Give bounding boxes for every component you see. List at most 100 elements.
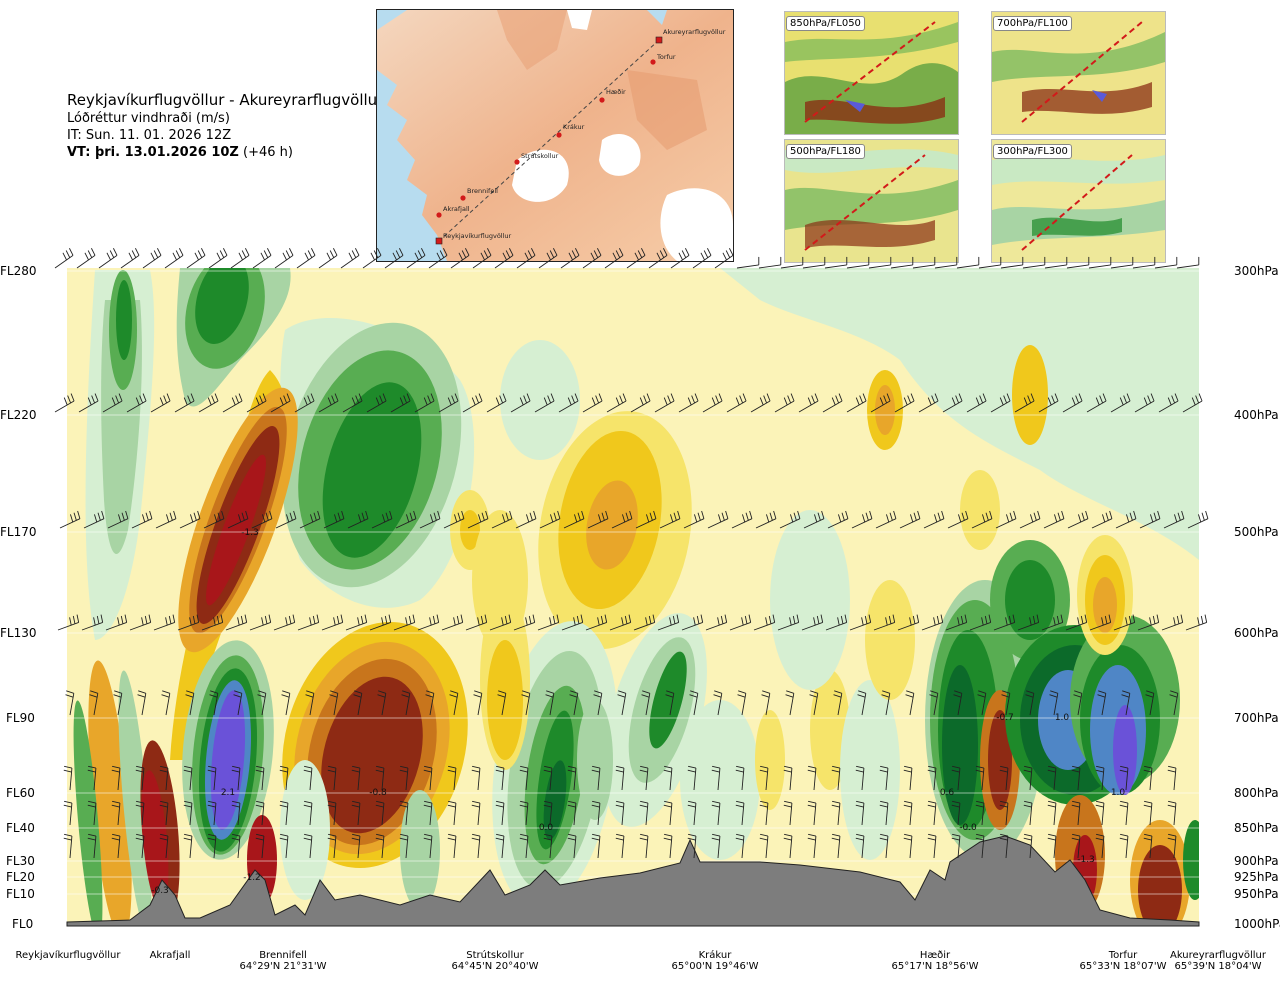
wind-barb [1047, 800, 1057, 826]
thumbnail-map-icon [992, 12, 1165, 134]
wind-barb [534, 393, 555, 413]
wind-barb [611, 510, 633, 529]
wind-barb [515, 510, 537, 529]
wind-barb [1110, 393, 1131, 413]
wind-barb [159, 765, 169, 791]
map-station-marker [556, 132, 562, 138]
wind-barb [377, 690, 387, 716]
wind-barb [231, 833, 241, 859]
wind-barb [1119, 765, 1129, 791]
wind-barb [87, 800, 97, 826]
valid-time-label: VT: þri. 13.01.2026 10Z [67, 145, 239, 160]
wind-barb [299, 510, 321, 529]
wind-barb [663, 833, 673, 859]
thumbnail-label: 850hPa/FL050 [786, 16, 865, 31]
wind-barb [735, 833, 745, 859]
fl-tick-label: FL170 [0, 525, 37, 539]
wind-barb [857, 690, 867, 716]
station-name: Torfur [1108, 950, 1138, 961]
thumbnail-700hpa[interactable]: 700hPa/FL100 [991, 11, 1166, 135]
wind-barb [615, 765, 625, 791]
wind-barb [1143, 765, 1153, 791]
wind-barb [318, 393, 339, 413]
wind-barb [233, 690, 243, 716]
wind-barb [737, 690, 747, 716]
wind-barb [665, 690, 675, 716]
wind-barb [274, 248, 294, 269]
hpa-tick-label: 300hPa [1234, 264, 1279, 278]
wind-barb [471, 833, 481, 859]
wind-barb [774, 393, 795, 413]
wind-barb [231, 765, 241, 791]
route-map[interactable]: Akureyrarflugvöllur Torfur Hæðir Krákur Strú… [376, 9, 734, 262]
wind-barb [423, 800, 433, 826]
station-coord: 65°39'N 18°04'W [1174, 961, 1262, 972]
wind-barb [207, 833, 217, 859]
wind-barb [390, 393, 411, 413]
wind-barb [1161, 614, 1184, 631]
wind-barb [543, 765, 553, 791]
wind-barb [539, 510, 561, 529]
wind-barb [897, 614, 920, 631]
wind-barb [362, 248, 382, 269]
wind-barb [417, 614, 440, 631]
hpa-tick-label: 500hPa [1234, 525, 1279, 539]
wind-barb [615, 800, 625, 826]
thumbnail-850hpa[interactable]: 850hPa/FL050 [784, 11, 959, 135]
terrain-profile [66, 835, 1200, 927]
wind-barb [567, 833, 577, 859]
wind-contour [960, 470, 1000, 550]
wind-barb [735, 765, 745, 791]
station-label: Krákur 65°00'N 19°46'W [672, 950, 759, 972]
wind-barb [626, 248, 646, 269]
wind-barb [227, 510, 249, 529]
wind-barb [903, 800, 913, 826]
wind-barb [303, 800, 313, 826]
wind-barb [281, 690, 291, 716]
wind-barb [107, 510, 129, 529]
wind-barb [942, 393, 963, 413]
wind-barb [1071, 765, 1081, 791]
wind-barb [591, 833, 601, 859]
value-annotation: 1.0 [1055, 713, 1070, 723]
station-name: Krákur [698, 950, 732, 961]
wind-barb [462, 393, 483, 413]
wind-barb [736, 256, 760, 269]
wind-barb [687, 833, 697, 859]
wind-barb [705, 614, 728, 631]
wind-barb [855, 833, 865, 859]
hpa-tick-label: 400hPa [1234, 408, 1279, 422]
thumbnail-label: 500hPa/FL180 [786, 144, 865, 159]
wind-barb [369, 614, 392, 631]
wind-barb [351, 765, 361, 791]
wind-barb [54, 248, 74, 269]
thumbnail-500hpa[interactable]: 500hPa/FL180 [784, 139, 959, 263]
wind-barb [659, 510, 681, 529]
wind-barb [639, 800, 649, 826]
wind-barb [855, 800, 865, 826]
wind-barb [582, 393, 603, 413]
wind-barb [807, 800, 817, 826]
wind-barb [519, 765, 529, 791]
wind-barb [761, 690, 771, 716]
wind-barb [918, 393, 939, 413]
wind-contour [875, 385, 895, 435]
wind-barb [126, 393, 147, 413]
value-annotations: -1.3 2.1 -0.8 0.0 -0.3 -1.2 0.6 -0.0 -0.7 1.0 1.0 -… [151, 528, 1125, 896]
thumbnail-300hpa[interactable]: 300hPa/FL300 [991, 139, 1166, 263]
wind-barb [654, 393, 675, 413]
wind-barb [687, 765, 697, 791]
wind-barb [1167, 765, 1177, 791]
wind-barb [327, 800, 337, 826]
wind-barb [1062, 393, 1083, 413]
wind-barb [273, 614, 296, 631]
wind-barb [689, 690, 699, 716]
wind-barb [471, 765, 481, 791]
wind-barb [249, 614, 272, 631]
value-annotation: -1.2 [243, 873, 261, 883]
wind-barb [545, 690, 555, 716]
wind-barb [447, 800, 457, 826]
wind-barb [135, 833, 145, 859]
wind-barb [846, 393, 867, 413]
